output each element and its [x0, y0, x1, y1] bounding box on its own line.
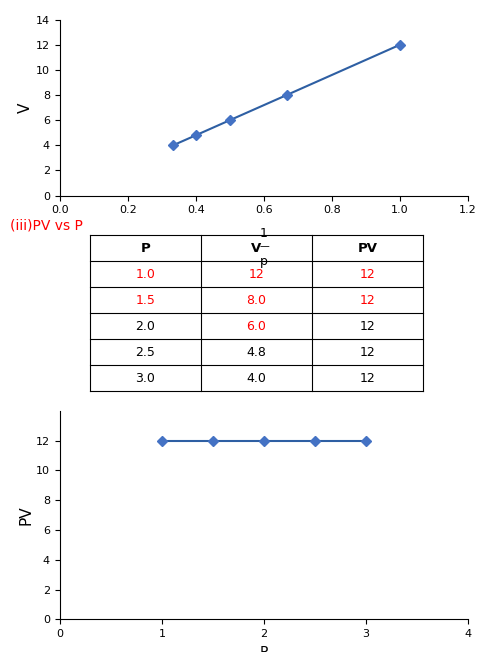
- Text: 1.0: 1.0: [135, 268, 155, 281]
- Text: —: —: [259, 241, 269, 252]
- Text: 12: 12: [360, 293, 375, 306]
- Text: V: V: [251, 242, 261, 255]
- Text: 12: 12: [360, 319, 375, 333]
- Y-axis label: V: V: [18, 102, 33, 113]
- Text: 1: 1: [260, 228, 268, 241]
- Text: p: p: [260, 256, 268, 269]
- Text: 2.5: 2.5: [135, 346, 155, 359]
- X-axis label: P: P: [260, 645, 268, 652]
- Text: 12: 12: [249, 268, 264, 281]
- Text: 2.0: 2.0: [135, 319, 155, 333]
- Text: 1.5: 1.5: [135, 293, 155, 306]
- Text: P: P: [140, 242, 150, 255]
- Text: (iii)PV vs P: (iii)PV vs P: [10, 218, 83, 232]
- Text: 12: 12: [360, 346, 375, 359]
- Text: 4.0: 4.0: [247, 372, 266, 385]
- Text: 4.8: 4.8: [247, 346, 266, 359]
- Text: 12: 12: [360, 268, 375, 281]
- Text: 3.0: 3.0: [135, 372, 155, 385]
- Y-axis label: PV: PV: [18, 505, 33, 525]
- Text: 6.0: 6.0: [247, 319, 266, 333]
- Text: 12: 12: [360, 372, 375, 385]
- Text: PV: PV: [358, 242, 377, 255]
- Text: 8.0: 8.0: [247, 293, 266, 306]
